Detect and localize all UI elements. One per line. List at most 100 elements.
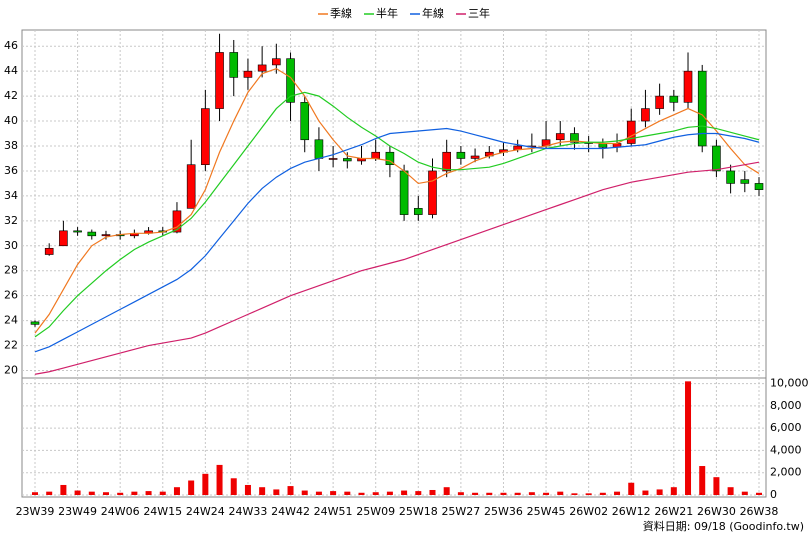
candle-body xyxy=(413,208,423,215)
candle-body xyxy=(669,95,679,103)
volume-bar xyxy=(159,491,166,495)
volume-bar xyxy=(131,491,138,495)
x-tick-label: 26W21 xyxy=(654,505,693,518)
candle-body xyxy=(712,145,721,172)
volume-bar xyxy=(46,491,53,495)
volume-bar xyxy=(614,491,621,495)
candle-body xyxy=(385,151,395,166)
y-tick-label: 30 xyxy=(4,239,18,252)
y-tick-label: 36 xyxy=(4,164,18,177)
volume-bar xyxy=(628,482,635,495)
candle-body xyxy=(655,95,664,109)
x-tick-label: 26W02 xyxy=(569,505,608,518)
candle-body xyxy=(456,151,466,159)
x-tick-label: 26W38 xyxy=(740,505,779,518)
y-tick-label: 32 xyxy=(4,214,18,227)
x-tick-label: 24W24 xyxy=(186,505,225,518)
candle-body xyxy=(201,108,210,166)
volume-bar xyxy=(670,487,677,495)
y-tick-label: 26 xyxy=(4,289,18,302)
candle-body xyxy=(697,70,707,147)
candle-body xyxy=(343,158,352,162)
candle-body xyxy=(87,231,97,237)
candle-body xyxy=(243,70,253,78)
volume-bar xyxy=(32,492,38,495)
candle-body xyxy=(328,158,338,160)
y-tick-label: 22 xyxy=(4,339,18,352)
candle-body xyxy=(314,139,324,159)
candle-body xyxy=(641,108,650,122)
volume-bar xyxy=(173,487,180,495)
x-tick-label: 25W18 xyxy=(399,505,438,518)
volume-bar xyxy=(202,473,209,495)
ma-line xyxy=(34,68,760,334)
candle-body xyxy=(172,210,182,233)
candle-body xyxy=(257,64,267,72)
y2-tick-label: 4,000 xyxy=(770,443,802,456)
x-tick-label: 24W06 xyxy=(101,505,140,518)
candle-body xyxy=(186,164,196,209)
volume-bar xyxy=(699,466,706,495)
volume-bar xyxy=(88,491,95,495)
candle-body xyxy=(754,183,764,190)
candle-body xyxy=(59,230,68,247)
candle-body xyxy=(101,234,111,237)
candle-body xyxy=(442,151,451,172)
volume-bar xyxy=(514,492,521,495)
ma-line xyxy=(34,127,760,353)
legend-label: 半年 xyxy=(376,6,398,20)
y-tick-label: 46 xyxy=(4,39,18,52)
volume-bar xyxy=(557,491,564,495)
volume-bar xyxy=(528,492,535,495)
volume-bar xyxy=(259,487,266,495)
volume-bar xyxy=(741,491,748,495)
candle-body xyxy=(470,155,480,159)
volume-bar xyxy=(656,489,663,495)
footnote: 資料日期: 09/18 (Goodinfo.tw) xyxy=(643,519,804,533)
x-tick-label: 24W51 xyxy=(314,505,353,518)
volume-bar xyxy=(372,492,379,495)
volume-bar xyxy=(429,489,436,495)
volume-bar xyxy=(386,491,393,495)
volume-bar xyxy=(457,492,464,495)
legend-label: 三年 xyxy=(468,6,490,20)
volume-bar xyxy=(401,490,408,495)
legend-label: 季線 xyxy=(330,6,352,20)
x-tick-label: 25W09 xyxy=(356,505,395,518)
x-tick-label: 24W15 xyxy=(143,505,182,518)
volume-bar xyxy=(344,491,351,495)
volume-bar xyxy=(315,491,322,495)
x-tick-label: 25W36 xyxy=(484,505,523,518)
candle-body xyxy=(30,321,40,325)
volume-bar xyxy=(571,493,578,495)
candle-body xyxy=(683,70,693,103)
y-tick-label: 24 xyxy=(4,314,18,327)
volume-bar xyxy=(188,480,195,495)
volume-bar xyxy=(685,381,692,495)
x-tick-label: 26W12 xyxy=(612,505,651,518)
volume-bar xyxy=(145,491,152,495)
y-tick-label: 40 xyxy=(4,114,18,127)
x-tick-label: 26W30 xyxy=(697,505,736,518)
ma-line xyxy=(34,91,760,338)
ma-line xyxy=(34,161,760,375)
candle-body xyxy=(570,133,579,143)
x-tick-label: 25W45 xyxy=(527,505,566,518)
volume-bar xyxy=(599,492,606,495)
candle-body xyxy=(300,102,310,141)
volume-bar xyxy=(330,491,337,495)
volume-bar xyxy=(543,492,550,495)
candle-body xyxy=(215,52,224,109)
volume-bar xyxy=(756,492,762,495)
candle-body xyxy=(73,230,82,233)
plot-frame xyxy=(21,29,767,498)
volume-bar xyxy=(727,487,734,495)
y2-tick-label: 0 xyxy=(770,488,777,501)
volume-bar xyxy=(472,492,479,495)
volume-bar xyxy=(74,490,81,495)
candle-body xyxy=(555,133,565,141)
volume-bar xyxy=(287,486,294,495)
y-tick-label: 28 xyxy=(4,264,18,277)
x-tick-label: 24W42 xyxy=(271,505,310,518)
